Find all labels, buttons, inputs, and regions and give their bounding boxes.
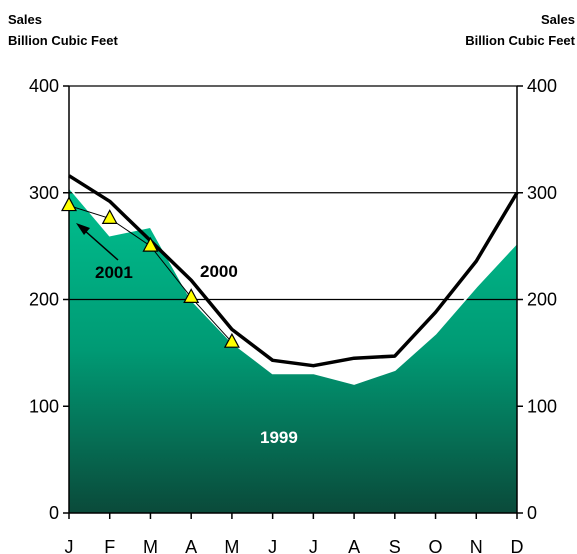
right-axis-title-line2: Billion Cubic Feet bbox=[465, 33, 575, 48]
marker-2001 bbox=[223, 332, 240, 348]
right-axis-title-line1: Sales bbox=[541, 12, 575, 27]
arrow-2001-shaft bbox=[83, 229, 119, 261]
x-tick-label: S bbox=[389, 537, 401, 554]
series-label-2000: 2000 bbox=[200, 262, 238, 281]
x-tick-label: J bbox=[309, 537, 318, 554]
marker-2001 bbox=[142, 236, 159, 252]
x-tick-label: N bbox=[470, 537, 483, 554]
y-tick-label-right: 400 bbox=[527, 76, 557, 96]
series-line-1999 bbox=[68, 186, 518, 385]
axes: 0 0 100 100 200 200 300 300 400 400 J F M A M J J A S O N D bbox=[29, 76, 557, 554]
x-tick-label: M bbox=[143, 537, 158, 554]
marker-2001 bbox=[60, 196, 78, 212]
x-tick-label: A bbox=[348, 537, 360, 554]
x-tick-label: O bbox=[429, 537, 443, 554]
x-tick-label: M bbox=[224, 537, 239, 554]
y-tick-label-left: 0 bbox=[49, 503, 59, 523]
x-tick-label: F bbox=[104, 537, 115, 554]
y-tick-label-left: 100 bbox=[29, 396, 59, 416]
y-tick-label-right: 300 bbox=[527, 183, 557, 203]
y-tick-label-left: 300 bbox=[29, 183, 59, 203]
area-layer bbox=[69, 187, 517, 513]
x-tick-label: J bbox=[268, 537, 277, 554]
arrow-2001-head bbox=[76, 223, 90, 235]
marker-2001 bbox=[101, 209, 118, 224]
y-tick-label-right: 200 bbox=[527, 290, 557, 310]
y-tick-label-left: 400 bbox=[29, 76, 59, 96]
x-tick-label: D bbox=[511, 537, 524, 554]
left-axis-title-line2: Billion Cubic Feet bbox=[8, 33, 118, 48]
x-tick-label: J bbox=[65, 537, 74, 554]
y-tick-label-right: 0 bbox=[527, 503, 537, 523]
series-area-1999 bbox=[69, 187, 517, 513]
series-line-2000 bbox=[68, 174, 519, 368]
y-tick-label-left: 200 bbox=[29, 290, 59, 310]
gridlines bbox=[69, 85, 517, 301]
series-label-2001: 2001 bbox=[95, 263, 133, 282]
left-axis-title-line1: Sales bbox=[8, 12, 42, 27]
marker-2001 bbox=[183, 288, 200, 303]
marker-layer bbox=[60, 196, 240, 348]
series-label-1999: 1999 bbox=[260, 428, 298, 447]
labels: 2001 2000 1999 bbox=[76, 223, 298, 447]
y-tick-label-right: 100 bbox=[527, 396, 557, 416]
x-tick-label: A bbox=[185, 537, 197, 554]
